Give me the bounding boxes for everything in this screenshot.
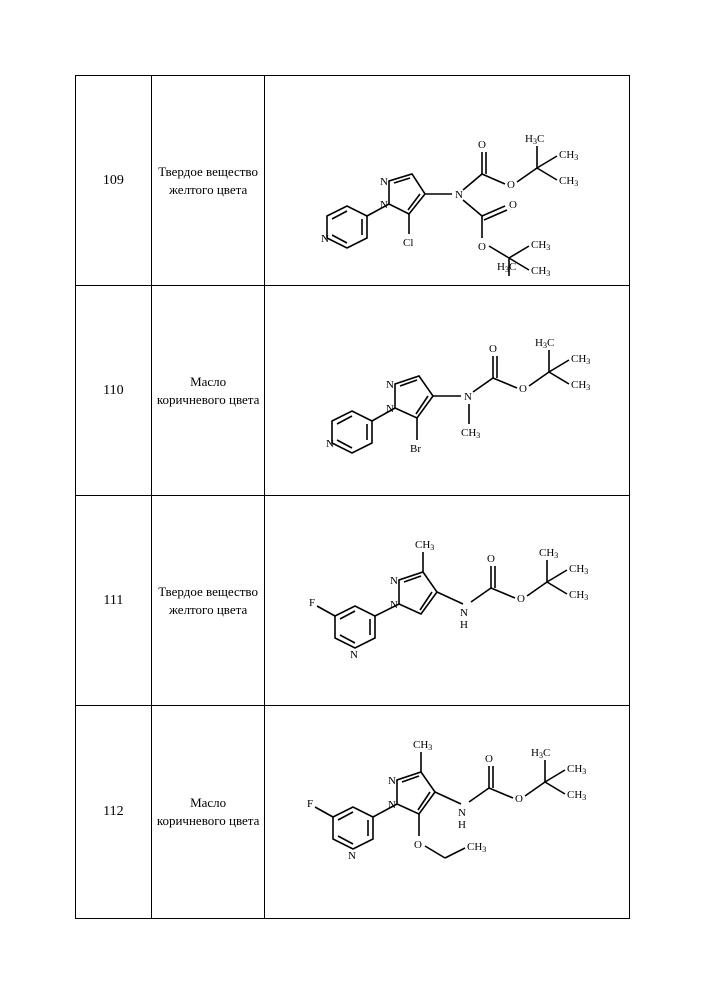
svg-text:N: N: [321, 233, 329, 245]
svg-text:N: N: [455, 189, 463, 201]
svg-text:CH3: CH3: [415, 539, 434, 552]
svg-text:N: N: [388, 775, 396, 787]
svg-text:N: N: [380, 176, 388, 188]
svg-text:H3C: H3C: [535, 337, 554, 350]
table: 109 Твердое вещество желтого цвета N N N…: [75, 75, 630, 919]
svg-text:O: O: [519, 383, 527, 395]
svg-text:CH3: CH3: [567, 763, 586, 776]
svg-text:O: O: [517, 593, 525, 605]
svg-text:O: O: [509, 199, 517, 211]
svg-text:O: O: [485, 753, 493, 765]
svg-text:O: O: [478, 139, 486, 151]
table-row: 111 Твердое вещество желтого цвета F N N…: [76, 496, 630, 706]
svg-text:O: O: [487, 553, 495, 565]
svg-text:H3C: H3C: [525, 133, 544, 146]
svg-text:CH3: CH3: [559, 149, 578, 162]
svg-text:O: O: [507, 179, 515, 191]
svg-text:CH3: CH3: [539, 547, 558, 560]
svg-text:Cl: Cl: [403, 237, 413, 249]
svg-text:N: N: [390, 575, 398, 587]
svg-text:N: N: [326, 438, 334, 450]
svg-text:N: N: [458, 807, 466, 819]
svg-text:N: N: [390, 599, 398, 611]
svg-text:O: O: [515, 793, 523, 805]
svg-text:CH3: CH3: [531, 265, 550, 276]
svg-text:H: H: [458, 819, 466, 831]
svg-text:O: O: [478, 241, 486, 253]
svg-text:CH3: CH3: [571, 379, 590, 392]
compound-id: 110: [76, 286, 152, 496]
svg-text:CH3: CH3: [571, 353, 590, 366]
svg-text:CH3: CH3: [559, 175, 578, 188]
svg-text:N: N: [386, 403, 394, 415]
compound-id: 109: [76, 76, 152, 286]
table-row: 109 Твердое вещество желтого цвета N N N…: [76, 76, 630, 286]
svg-text:CH3: CH3: [531, 239, 550, 252]
table-row: 110 Масло коричневого цвета N N N Br N C…: [76, 286, 630, 496]
svg-text:N: N: [380, 199, 388, 211]
svg-text:H3C: H3C: [497, 261, 516, 274]
compound-structure: N N N Cl N O O CH3 CH3 H3C O O CH3 H3C C…: [265, 76, 630, 286]
svg-text:CH3: CH3: [413, 739, 432, 752]
svg-text:N: N: [464, 391, 472, 403]
svg-text:CH3: CH3: [569, 589, 588, 602]
svg-text:CH3: CH3: [569, 563, 588, 576]
svg-text:N: N: [388, 799, 396, 811]
table-row: 112 Масло коричневого цвета F N N N CH3 …: [76, 706, 630, 919]
svg-text:Br: Br: [410, 443, 421, 455]
svg-text:F: F: [307, 798, 313, 810]
compound-structure: F N N N CH3 N H O O CH3 CH3 CH3: [265, 496, 630, 706]
compound-id: 112: [76, 706, 152, 919]
svg-text:CH3: CH3: [467, 841, 486, 854]
compound-description: Масло коричневого цвета: [151, 286, 265, 496]
svg-text:CH3: CH3: [567, 789, 586, 802]
svg-text:N: N: [460, 607, 468, 619]
svg-text:N: N: [386, 379, 394, 391]
compound-id: 111: [76, 496, 152, 706]
svg-text:H: H: [460, 619, 468, 631]
svg-text:N: N: [350, 649, 358, 661]
compound-table: 109 Твердое вещество желтого цвета N N N…: [75, 75, 630, 919]
compound-description: Твердое вещество желтого цвета: [151, 76, 265, 286]
svg-text:F: F: [309, 597, 315, 609]
svg-text:H3C: H3C: [531, 747, 550, 760]
svg-text:O: O: [414, 839, 422, 851]
svg-text:O: O: [489, 343, 497, 355]
compound-structure: N N N Br N CH3 O O CH3 CH3 H3C: [265, 286, 630, 496]
svg-text:N: N: [348, 850, 356, 862]
compound-description: Масло коричневого цвета: [151, 706, 265, 919]
svg-text:CH3: CH3: [461, 427, 480, 440]
compound-structure: F N N N CH3 O CH3 N H O O CH3 CH3 H3C: [265, 706, 630, 919]
compound-description: Твердое вещество желтого цвета: [151, 496, 265, 706]
